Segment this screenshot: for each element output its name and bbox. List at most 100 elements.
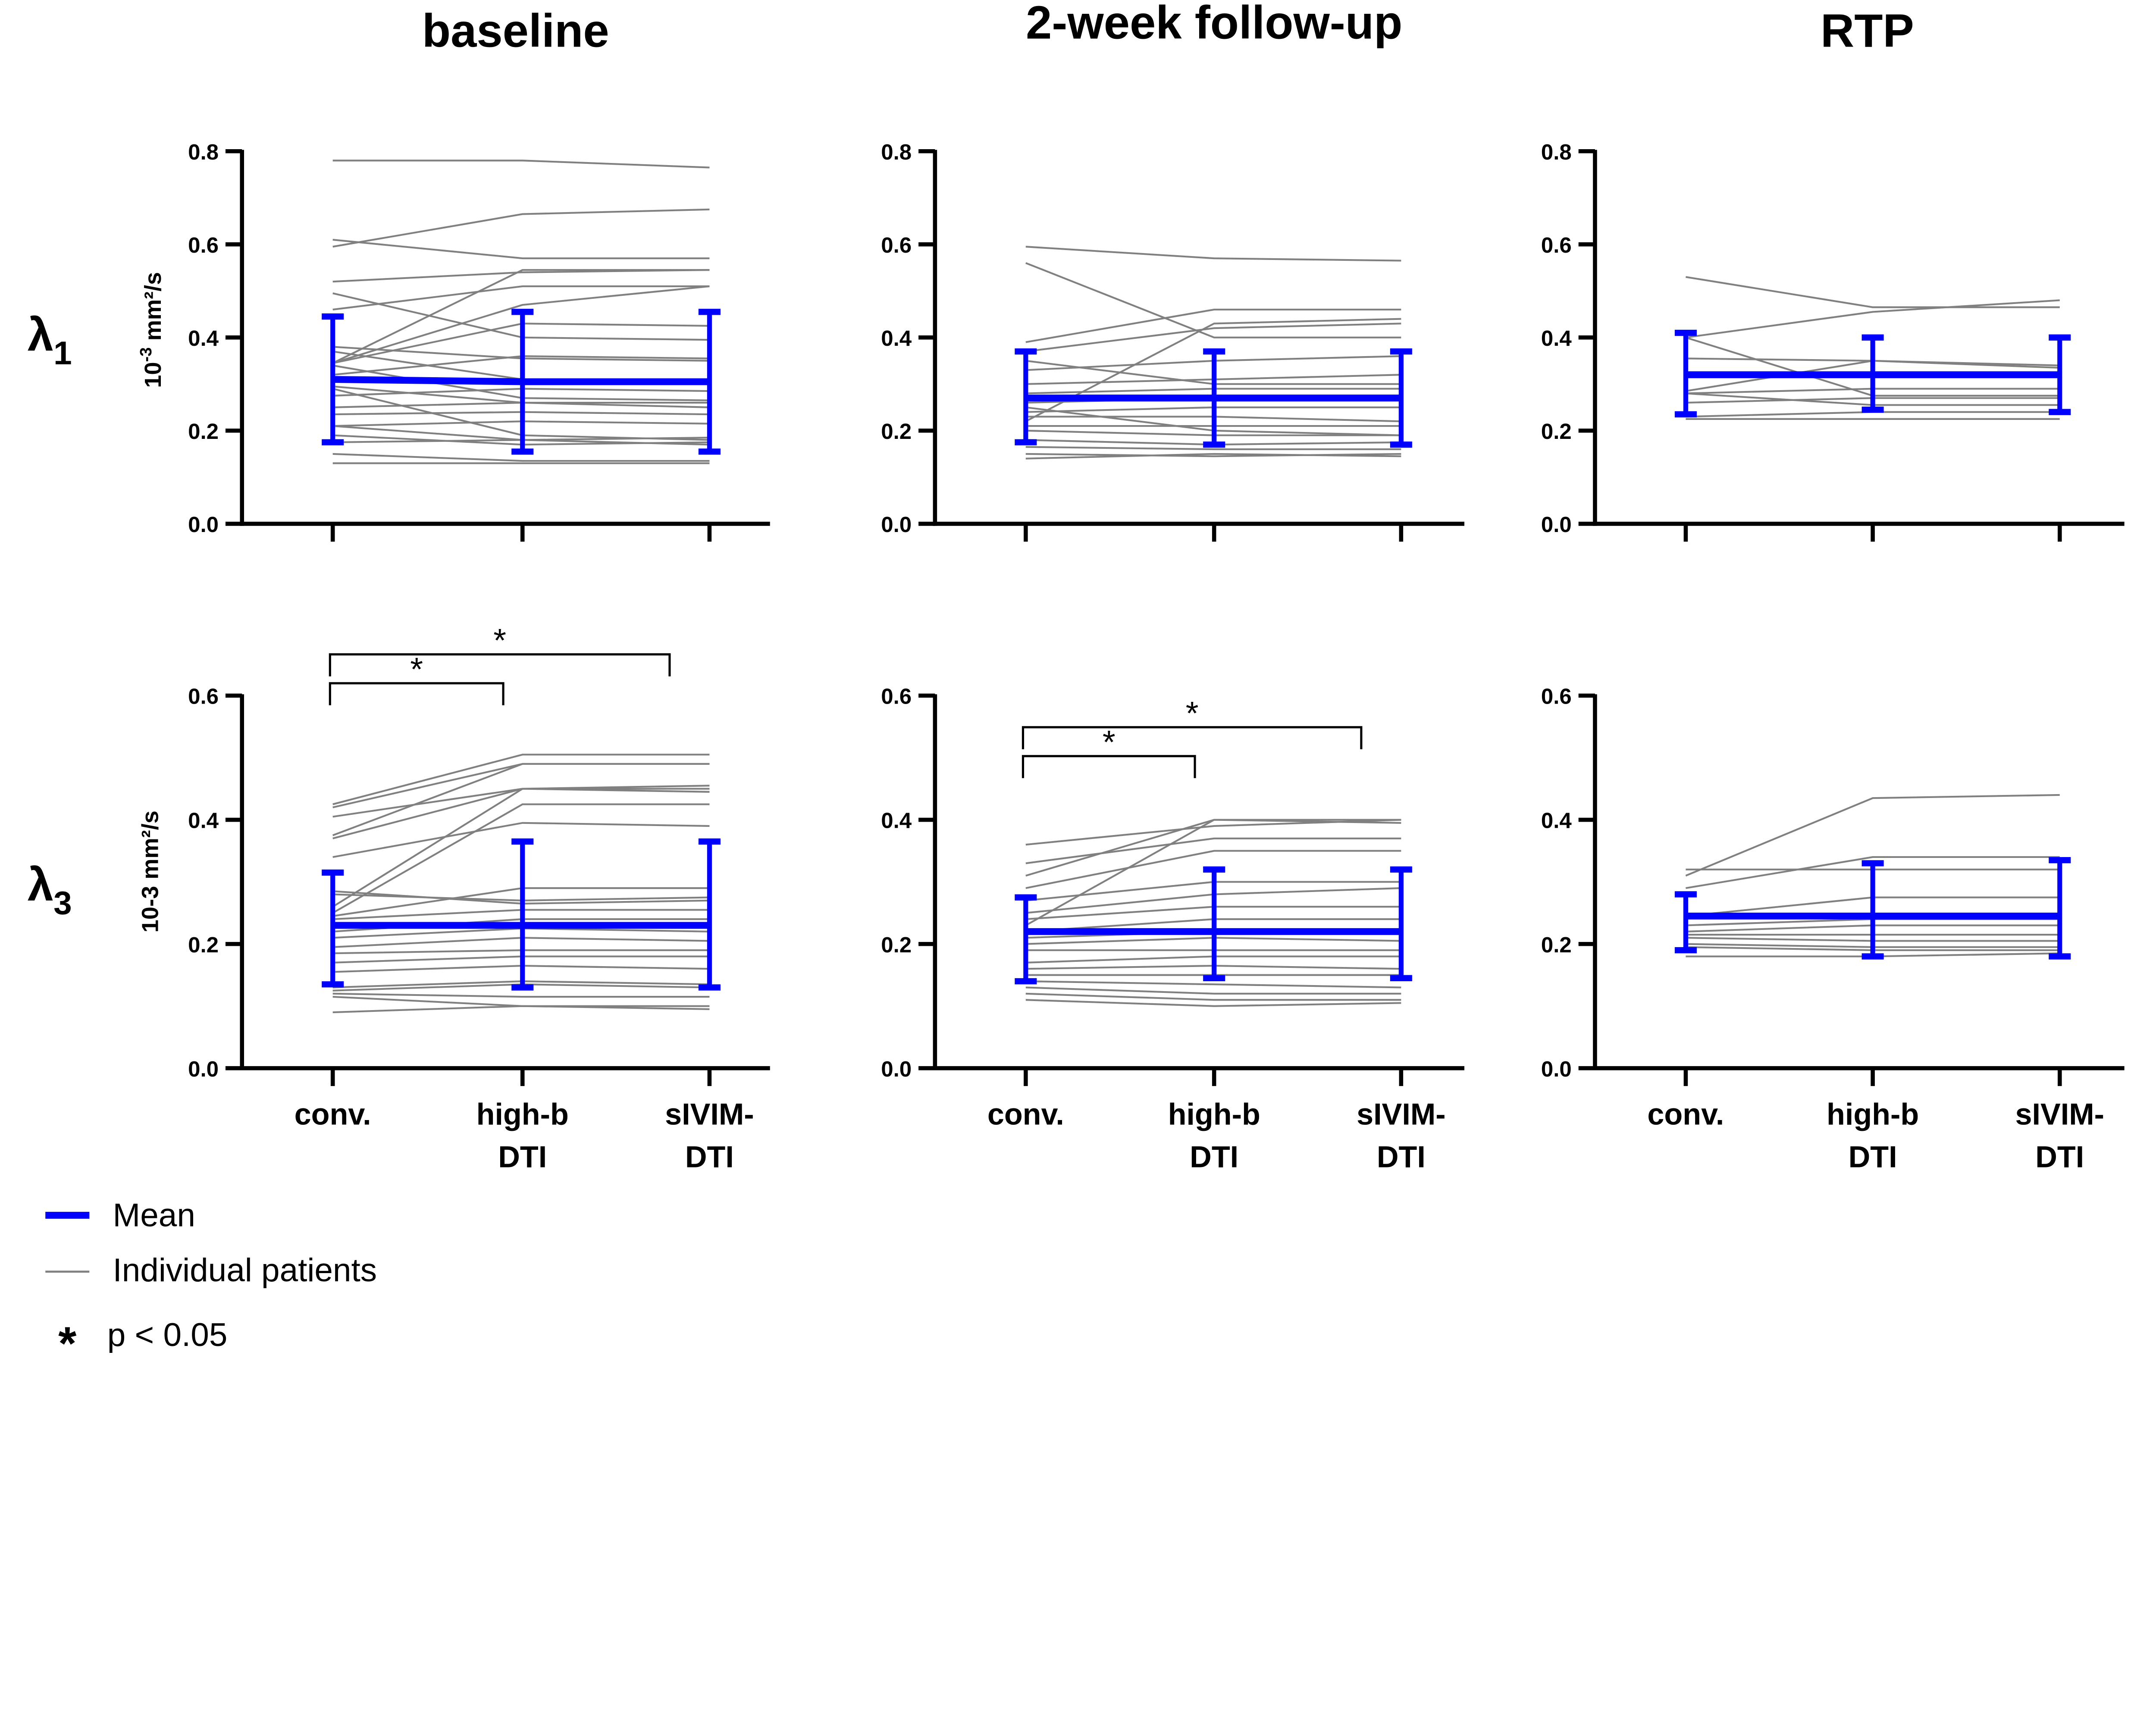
y-tick-label: 0.6 [1541,684,1572,709]
x-tick-label: conv. [295,1097,371,1131]
significance-star: * [1103,724,1116,760]
patient-line [332,763,710,836]
column-title: baseline [422,4,609,56]
patient-line [332,1005,710,1014]
y-tick-label: 0.2 [1541,419,1572,444]
patient-line [1025,850,1401,889]
y-tick-label: 0.2 [188,933,219,957]
y-tick-label: 0.4 [1541,326,1572,351]
patient-line [332,285,710,311]
panel: 0.0 0.2 0.4 0.6 0.8 [188,140,770,542]
significance-star: * [493,622,506,659]
y-tick-label: 0.8 [1541,140,1572,164]
y-tick-label: 0.0 [1541,512,1572,537]
patient-line [1025,246,1401,262]
x-tick-label: conv. [1647,1097,1724,1131]
x-tick-label: DTI [1377,1139,1426,1174]
patient-line [1025,837,1401,864]
y-tick-label: 0.8 [881,140,912,164]
patient-line [332,208,710,248]
patient-line [1025,262,1401,338]
patient-line [1025,992,1401,1001]
patient-line [1025,308,1401,343]
x-tick-label: DTI [2035,1139,2084,1174]
y-tick-label: 0.4 [881,326,912,351]
patient-line [332,803,710,914]
patient-line [332,995,710,1007]
patient-line [332,763,710,808]
patient-line [1686,276,2060,308]
significance-star: * [1186,695,1199,732]
x-tick-label: sIVIM- [2015,1097,2104,1131]
y-axis-label: 10-3 mm²/s [137,272,166,388]
patient-line [1025,986,1401,995]
legend: Mean Individual patients * p < 0.05 [45,1197,377,1355]
x-tick-label: high-b [1168,1097,1260,1131]
y-tick-label: 0.6 [881,233,912,257]
patient-line [1025,322,1401,353]
y-tick-label: 0.0 [188,512,219,537]
patient-line [1025,318,1401,422]
y-tick-label: 0.6 [188,233,219,257]
x-tick-label: conv. [987,1097,1064,1131]
patient-line [1686,299,2060,338]
y-tick-label: 0.0 [188,1057,219,1081]
panel: 0.0 0.2 0.4 0.6 conv. high-b DTI sIVIM- DTI * * [188,622,770,1174]
column-title: RTP [1821,4,1914,56]
patient-line [332,754,710,805]
significance-bracket [1022,726,1363,749]
patient-line [1025,819,1401,846]
panel: 0.0 0.2 0.4 0.6 0.8 [881,140,1465,542]
y-tick-label: 0.0 [881,1057,912,1081]
row-label: λ1 [28,308,72,372]
x-tick-label: DTI [1190,1139,1238,1174]
x-tick-label: DTI [1849,1139,1897,1174]
patient-line [1025,819,1401,926]
patient-line [332,992,710,998]
patient-line [1685,794,2060,877]
y-tick-label: 0.6 [188,684,219,709]
significance-bracket [329,653,671,676]
patient-line [332,453,710,462]
y-tick-label: 0.4 [1541,808,1572,833]
column-title: 2-week follow-up [1026,0,1402,48]
significance-star: * [410,651,423,688]
y-tick-label: 0.4 [881,808,912,833]
patient-line [1025,453,1401,460]
row-label: λ3 [28,858,72,922]
patient-line [1025,999,1401,1007]
legend-patients-label: Individual patients [113,1252,377,1289]
y-tick-label: 0.2 [188,419,219,444]
x-tick-label: sIVIM- [665,1097,754,1131]
x-tick-label: sIVIM- [1357,1097,1446,1131]
y-tick-label: 0.8 [188,140,219,164]
panel: 0.0 0.2 0.4 0.6 conv. high-b DTI sIVIM- DTI [1541,684,2125,1174]
patient-line [1025,446,1401,451]
legend-significance-label: p < 0.05 [107,1317,228,1353]
x-tick-label: high-b [1827,1097,1919,1131]
y-tick-label: 0.0 [881,512,912,537]
y-tick-label: 0.4 [188,808,219,833]
y-tick-label: 0.2 [1541,933,1572,957]
x-tick-label: high-b [476,1097,569,1131]
figure: baseline 2-week follow-up RTP λ1 λ3 10-3 mm²/… [28,0,2125,1355]
panel: 0.0 0.2 0.4 0.6 0.8 [1541,140,2125,542]
y-tick-label: 0.6 [1541,233,1572,257]
legend-star-symbol: * [58,1318,77,1355]
y-tick-label: 0.4 [188,326,219,351]
patient-line [332,238,710,260]
x-tick-label: DTI [685,1139,734,1174]
patient-line [332,822,710,858]
x-tick-label: DTI [498,1139,547,1174]
legend-mean-label: Mean [113,1197,195,1233]
patient-line [332,285,710,364]
patient-line [1025,980,1401,989]
y-tick-label: 0.0 [1541,1057,1572,1081]
patient-line [332,160,710,169]
patient-line [1686,856,2060,889]
y-tick-label: 0.2 [881,419,912,444]
y-tick-label: 0.6 [881,684,912,709]
patient-line [332,269,710,283]
significance-bracket [329,682,505,705]
y-axis-label: 10-3 mm²/s [138,811,163,933]
